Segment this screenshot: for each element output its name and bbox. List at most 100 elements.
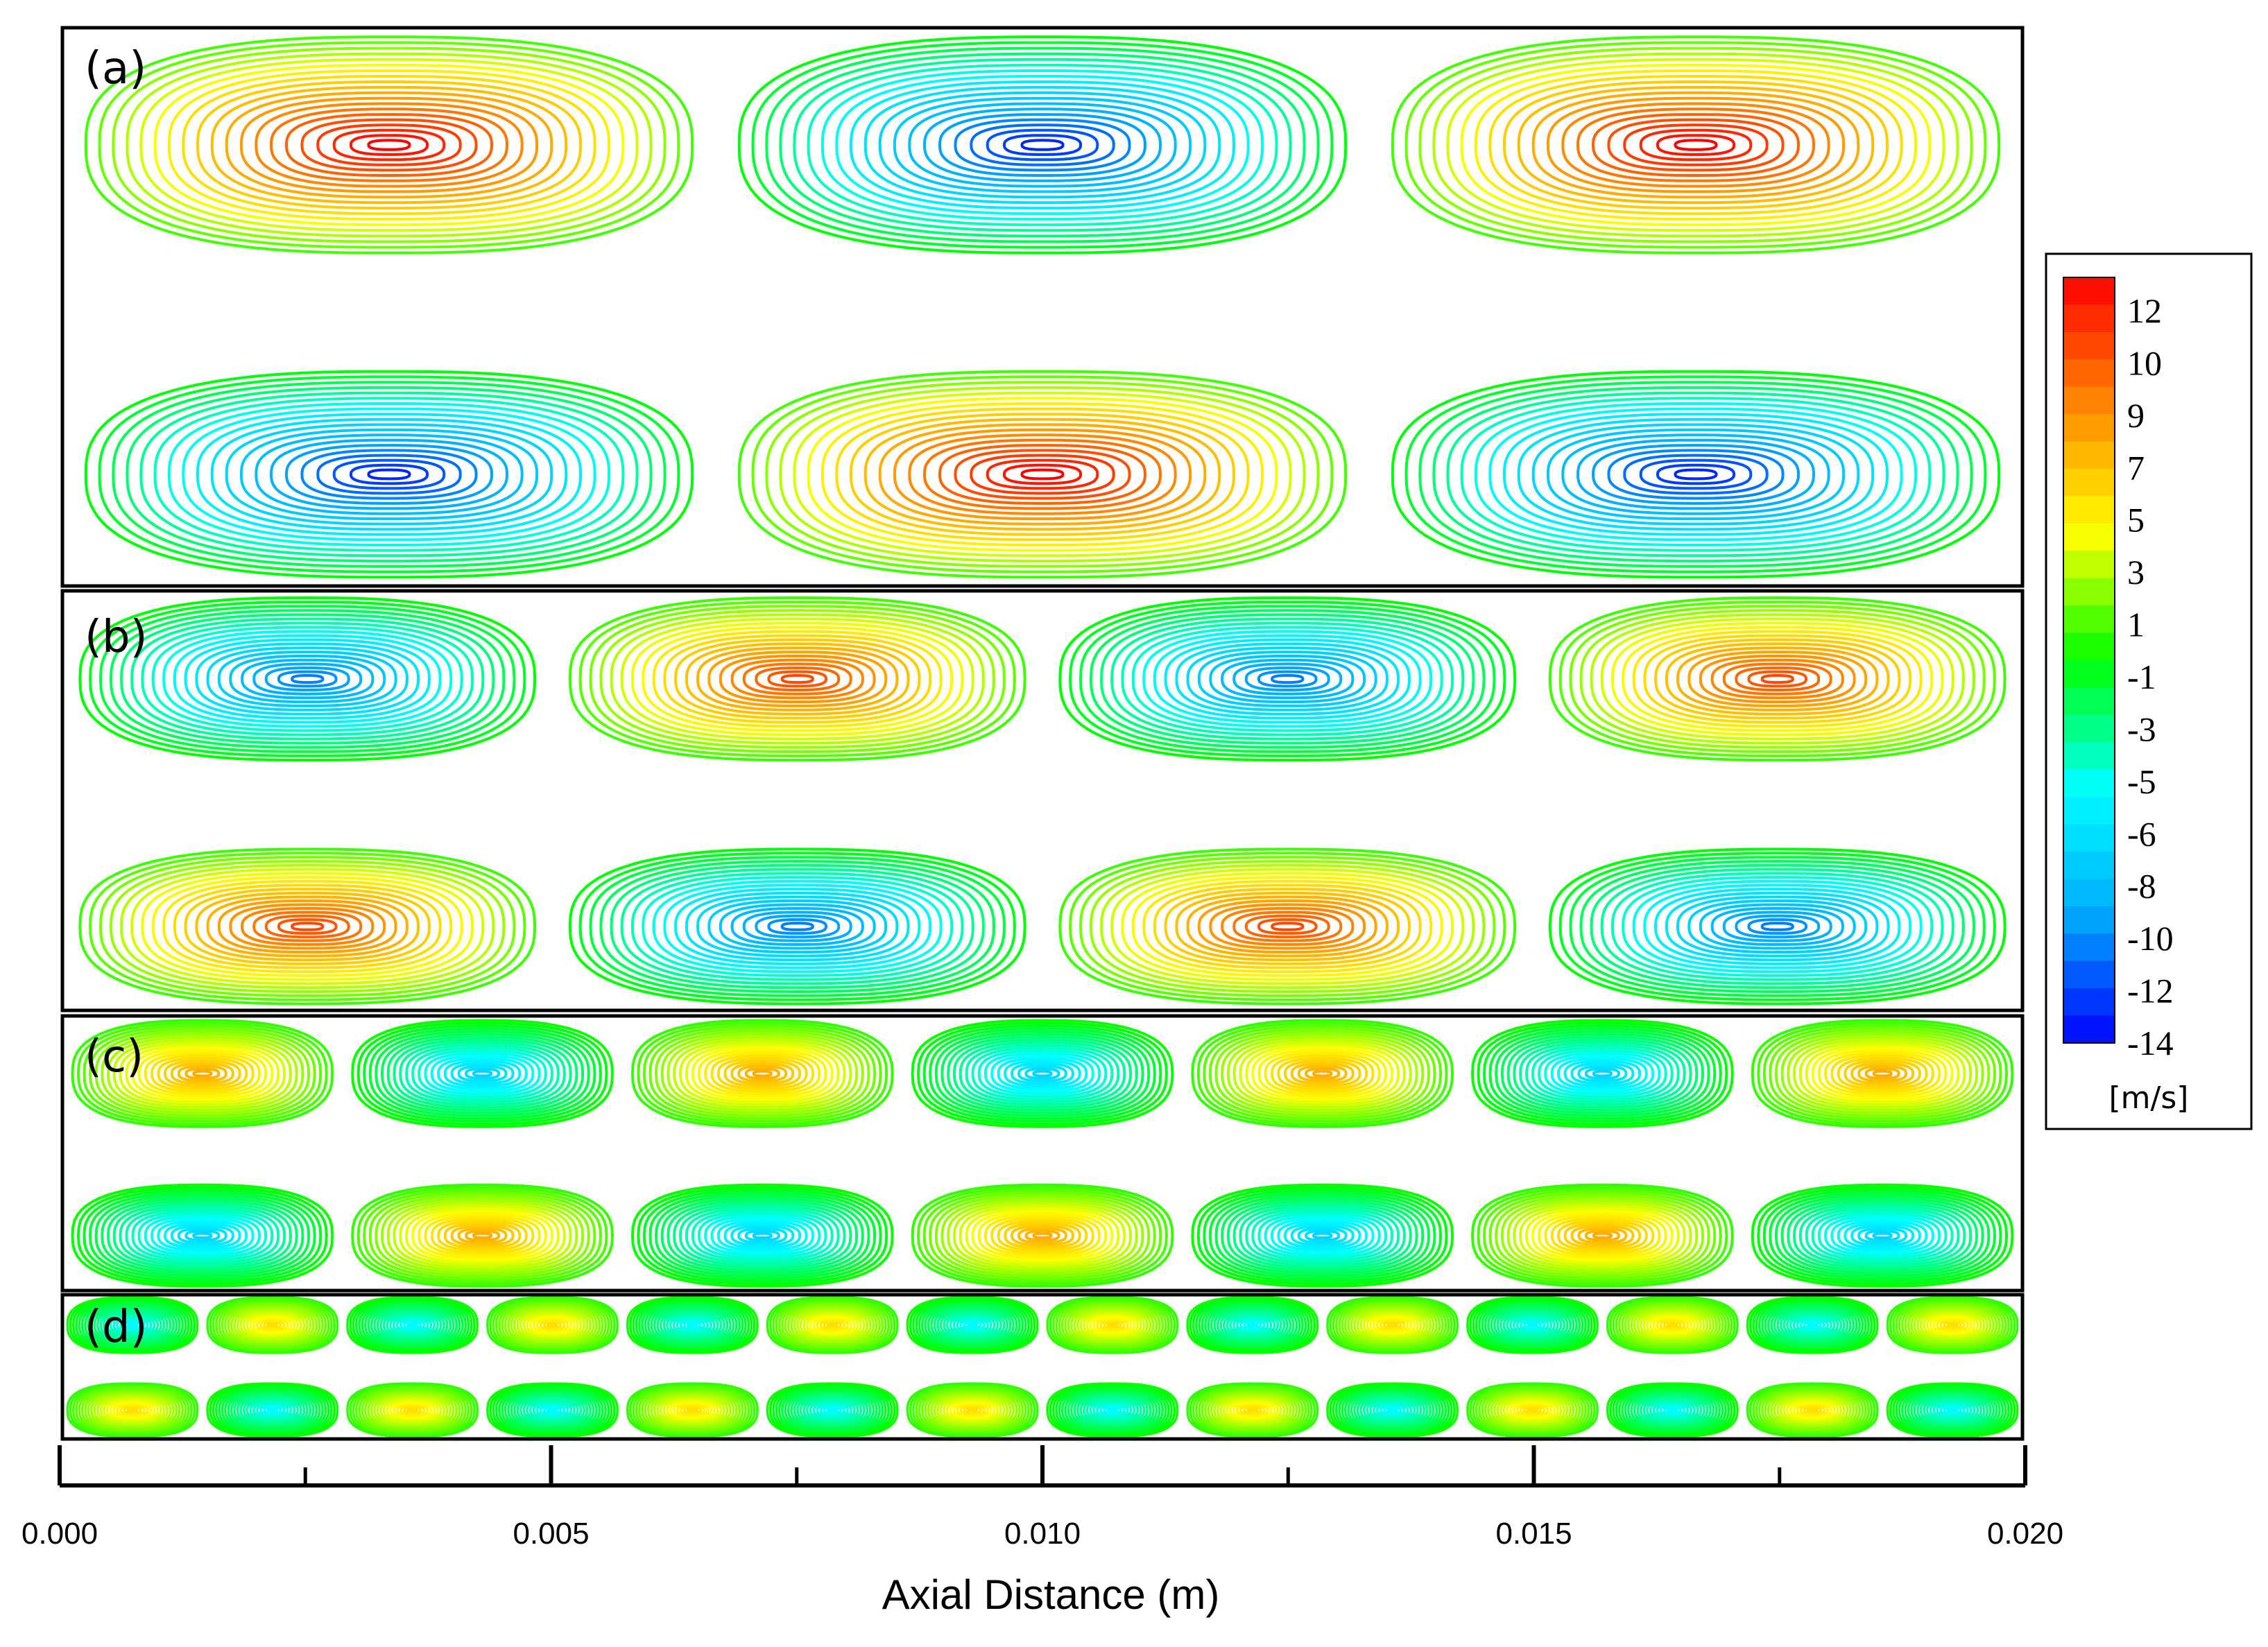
colorbar-tick-label: 1 [2127, 605, 2145, 644]
contour-line [464, 1067, 501, 1080]
contour-line [1079, 1397, 1146, 1423]
contour-line [1570, 1225, 1635, 1247]
contour-line [1076, 1310, 1149, 1340]
contour-line [1356, 1310, 1429, 1340]
vortex-cell [1548, 596, 2007, 762]
contour-line [648, 1027, 877, 1120]
contour-line [367, 139, 411, 151]
contour-line [450, 1062, 515, 1085]
contour-line [1916, 1310, 1989, 1340]
contour-line [105, 1314, 160, 1336]
contour-line [90, 1307, 175, 1343]
contour-line [395, 1318, 429, 1331]
contour-line [349, 1297, 476, 1353]
contour-line [84, 370, 694, 579]
contour-line [300, 449, 478, 500]
contour-line [1017, 1064, 1068, 1083]
contour-line [236, 1310, 309, 1340]
contour-line [707, 899, 888, 954]
contour-line [1204, 1390, 1301, 1430]
contour-line [263, 1406, 282, 1414]
vortex-cell [1751, 1183, 2014, 1288]
contour-line [498, 1302, 607, 1349]
contour-line [1910, 1393, 1995, 1427]
contour-line [779, 386, 1306, 563]
contour-line [1474, 69, 1918, 221]
contour-line [78, 847, 537, 1006]
contour-line [1209, 903, 1366, 950]
contour-line [630, 872, 964, 981]
contour-line [1755, 1300, 1870, 1350]
contour-line [652, 630, 943, 728]
contour-line [1776, 1310, 1849, 1340]
contour-line [88, 1191, 316, 1280]
contour-line [1817, 1212, 1948, 1259]
contour-line [1622, 876, 1934, 977]
contour-line [1069, 852, 1506, 1001]
contour-line [1699, 903, 1856, 950]
contour-line [742, 662, 852, 696]
contour-line [1099, 863, 1475, 990]
contour-line [239, 428, 539, 521]
contour-line [103, 1313, 162, 1337]
contour-line [1500, 1196, 1705, 1275]
contour-line [1277, 1057, 1368, 1090]
contour-line [239, 1311, 306, 1338]
contour-line [532, 1402, 573, 1418]
contour-line [1216, 1310, 1289, 1340]
colorbar-swatch [2063, 687, 2115, 716]
contour-line [1761, 1389, 1864, 1431]
contour-line [963, 1406, 982, 1414]
colorbar-swatch [2063, 441, 2115, 469]
contour-line [519, 1311, 585, 1338]
contour-line [568, 847, 1026, 1006]
contour-line [704, 1051, 821, 1096]
contour-line [1085, 1314, 1140, 1336]
vortex-cell [1186, 1382, 1319, 1438]
contour-line [1506, 1035, 1699, 1112]
contour-line [1470, 1183, 1734, 1288]
contour-line [1792, 1202, 1973, 1270]
contour-line [1055, 1300, 1170, 1350]
vortex-cell [1746, 1382, 1879, 1438]
contour-line [112, 1202, 293, 1270]
contour-line [1496, 1310, 1569, 1340]
colorbar-swatch [2063, 277, 2115, 306]
contour-line [430, 1217, 535, 1254]
contour-line [69, 1297, 196, 1353]
contour-line [269, 107, 509, 182]
contour-line [137, 1049, 268, 1098]
contour-line [399, 1205, 566, 1267]
contour-line [1024, 1067, 1060, 1080]
vortex-cell [1058, 847, 1517, 1006]
contour-line [1196, 1021, 1448, 1126]
contour-line [403, 1321, 422, 1329]
contour-line [547, 1322, 558, 1328]
contour-line [184, 888, 431, 965]
vortex-cell [630, 1019, 894, 1128]
contour-line [1630, 1307, 1715, 1343]
contour-line [697, 1049, 827, 1098]
colorbar-swatch [2063, 660, 2115, 689]
contour-line [1910, 1307, 1995, 1343]
contour-line [1232, 1402, 1273, 1418]
contour-line [1290, 1062, 1355, 1085]
contour-line [405, 1207, 560, 1264]
contour-line [486, 1295, 619, 1354]
contour-line [1198, 1388, 1307, 1433]
contour-line [599, 859, 996, 994]
contour-line [210, 417, 568, 531]
contour-line [98, 375, 680, 574]
contour-line [685, 1207, 840, 1264]
contour-line [109, 1401, 156, 1419]
colorbar-swatch [2063, 988, 2115, 1017]
contour-line [812, 1402, 852, 1418]
contour-line [1639, 1311, 1706, 1338]
contour-line [1024, 1230, 1060, 1242]
contour-line [217, 650, 397, 707]
contour-line [1624, 1304, 1721, 1346]
contour-line [233, 1395, 312, 1426]
contour-line [218, 1302, 327, 1349]
contour-line [977, 1049, 1108, 1098]
contour-line [1210, 1393, 1295, 1427]
